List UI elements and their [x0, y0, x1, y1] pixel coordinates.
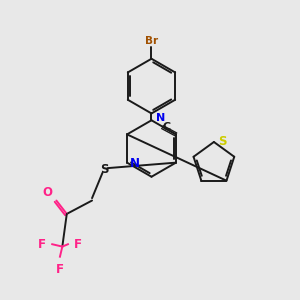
Text: C: C	[163, 122, 171, 132]
Text: N: N	[156, 113, 166, 123]
Text: Br: Br	[145, 36, 158, 46]
Text: S: S	[218, 135, 226, 148]
Text: F: F	[38, 238, 46, 251]
Text: N: N	[130, 157, 140, 170]
Text: F: F	[74, 238, 82, 251]
Text: S: S	[100, 163, 108, 176]
Text: F: F	[56, 263, 64, 276]
Text: O: O	[43, 186, 53, 199]
